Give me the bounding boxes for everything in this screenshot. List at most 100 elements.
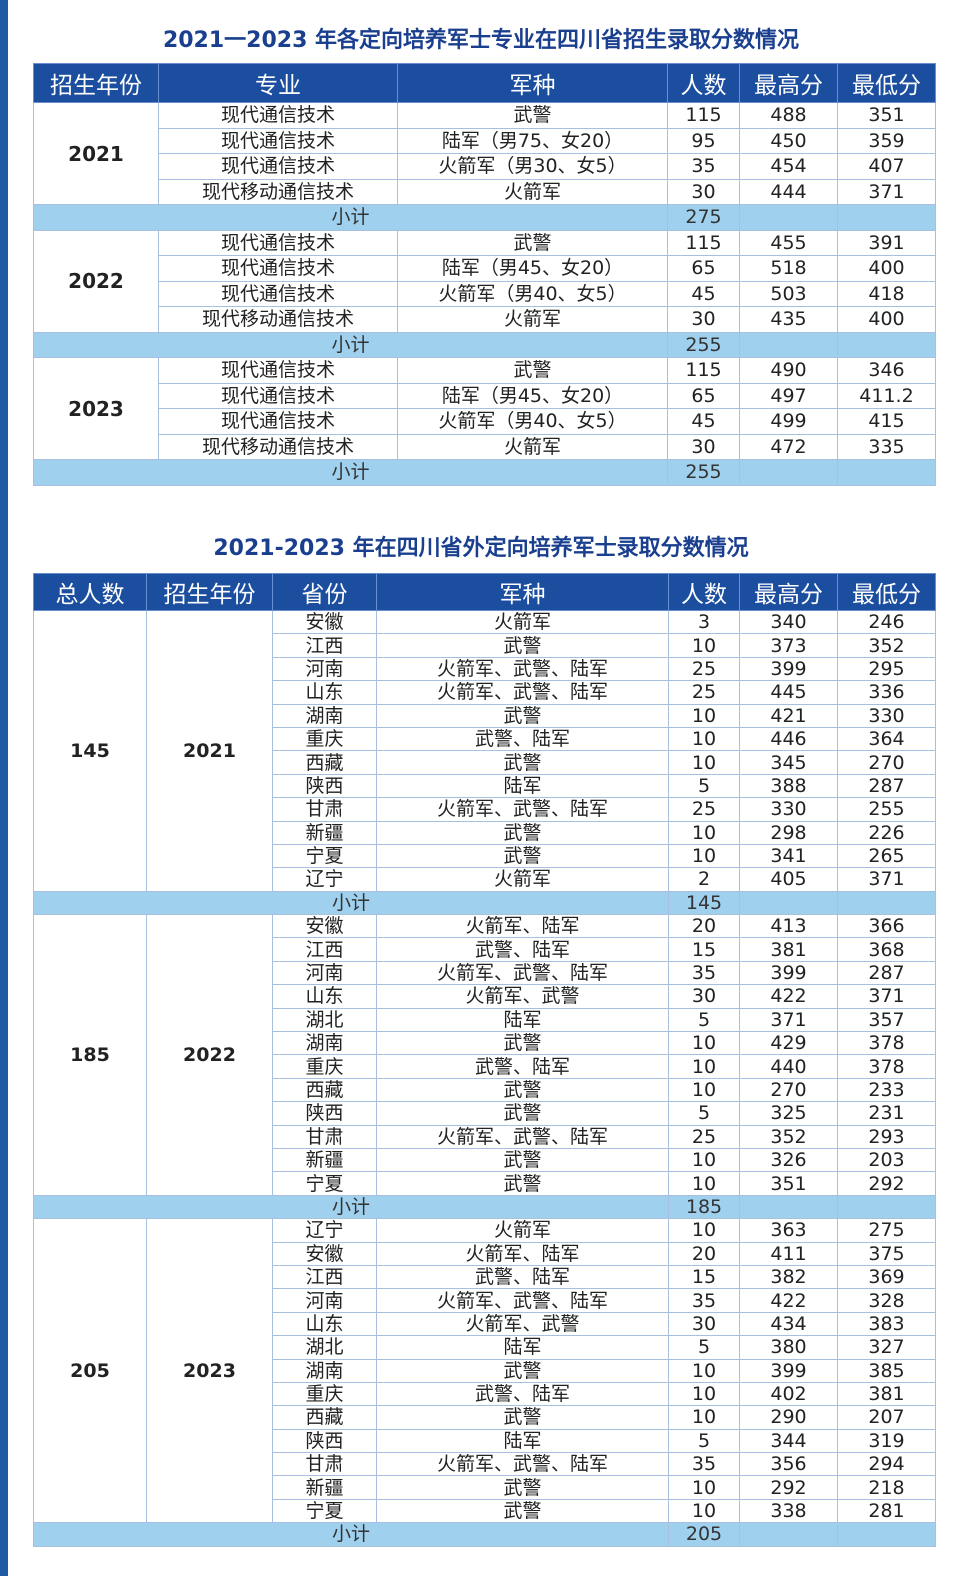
branch-cell: 陆军（男45、女20） xyxy=(397,255,668,282)
max-score-cell: 399 xyxy=(739,960,838,986)
table-row: 河南 火箭军、武警、陆军 25 399 295 xyxy=(34,656,936,682)
min-score-cell: 400 xyxy=(837,255,936,282)
major-cell: 现代移动通信技术 xyxy=(158,178,398,205)
min-score-cell: 295 xyxy=(837,656,936,682)
major-cell: 现代通信技术 xyxy=(158,127,398,154)
table2-title: 2021-2023 年在四川省外定向培养军士录取分数情况 xyxy=(213,536,749,561)
branch-cell: 武警 xyxy=(376,633,669,658)
branch-cell: 武警 xyxy=(376,750,669,775)
branch-cell: 武警 xyxy=(376,1101,669,1126)
table-row: 湖南 武警 10 421 330 xyxy=(34,703,936,728)
province-cell: 重庆 xyxy=(272,1054,377,1079)
table-row: 185 2022 安徽 火箭军、陆军 20 413 366 xyxy=(33,914,936,1196)
min-score-cell: 218 xyxy=(837,1475,936,1500)
min-score-cell: 369 xyxy=(837,1264,936,1290)
min-score-cell: 231 xyxy=(837,1101,936,1126)
min-score-cell: 366 xyxy=(837,914,936,939)
table-row: 安徽 火箭军、陆军 20 411 375 xyxy=(34,1241,936,1266)
max-score-cell: 380 xyxy=(739,1335,838,1360)
major-cell: 现代移动通信技术 xyxy=(158,433,398,460)
province-cell: 辽宁 xyxy=(272,867,377,892)
col-header-province: 省份 xyxy=(272,573,377,611)
count-cell: 5 xyxy=(668,1101,740,1126)
count-cell: 10 xyxy=(668,1077,740,1103)
empty-cell xyxy=(837,1194,936,1220)
min-score-cell: 275 xyxy=(837,1218,936,1243)
subtotal-label: 小计 xyxy=(33,1194,669,1220)
subtotal-row: 小计 255 xyxy=(33,331,936,358)
province-cell: 新疆 xyxy=(272,820,377,845)
branch-cell: 火箭军（男30、女5） xyxy=(397,153,668,180)
province-cell: 西藏 xyxy=(272,1077,377,1103)
count-cell: 10 xyxy=(668,820,740,845)
count-cell: 95 xyxy=(667,127,740,154)
max-score-cell: 325 xyxy=(739,1101,838,1126)
empty-cell xyxy=(739,459,838,486)
max-score-cell: 422 xyxy=(739,984,838,1009)
province-cell: 湖南 xyxy=(272,1358,377,1383)
count-cell: 25 xyxy=(668,797,740,822)
province-cell: 甘肃 xyxy=(272,1452,377,1477)
col-header-year: 招生年份 xyxy=(146,573,273,611)
table-row: 145 2021 安徽 火箭军 3 340 246 xyxy=(33,609,936,892)
min-score-cell: 270 xyxy=(837,750,936,775)
subtotal-row: 小计 255 xyxy=(33,459,936,486)
table-row: 江西 武警、陆军 15 382 369 xyxy=(34,1264,936,1290)
min-score-cell: 352 xyxy=(837,633,936,658)
count-cell: 30 xyxy=(668,984,740,1009)
min-score-cell: 381 xyxy=(837,1381,936,1407)
max-score-cell: 341 xyxy=(739,843,838,869)
branch-cell: 武警 xyxy=(376,1358,669,1383)
subtotal-value: 255 xyxy=(667,459,740,486)
subtotal-row: 小计 275 xyxy=(33,204,936,231)
major-cell: 现代移动通信技术 xyxy=(158,306,398,333)
min-score-cell: 351 xyxy=(837,102,936,129)
col-header-count: 人数 xyxy=(667,63,740,103)
branch-cell: 陆军（男75、女20） xyxy=(397,127,668,154)
province-cell: 陕西 xyxy=(272,1101,377,1126)
max-score-cell: 445 xyxy=(739,680,838,705)
count-cell: 10 xyxy=(668,1381,740,1407)
branch-cell: 武警 xyxy=(376,1405,669,1430)
col-header-max: 最高分 xyxy=(739,63,838,103)
subtotal-value: 185 xyxy=(668,1194,740,1220)
province-cell: 江西 xyxy=(272,633,377,658)
branch-cell: 火箭军（男40、女5） xyxy=(397,408,668,435)
table-row: 现代通信技术 陆军（男75、女20） 95 450 359 xyxy=(34,127,936,154)
empty-cell xyxy=(837,1522,936,1547)
subtotal-label: 小计 xyxy=(33,890,669,916)
count-cell: 45 xyxy=(667,280,740,307)
table-row: 陕西 武警 5 325 231 xyxy=(34,1101,936,1126)
table-row: 宁夏 武警 10 341 265 xyxy=(34,843,936,869)
col-header-branch: 军种 xyxy=(376,573,669,611)
table2-header-row: 总人数 招生年份 省份 军种 人数 最高分 最低分 xyxy=(33,573,936,611)
max-score-cell: 356 xyxy=(739,1452,838,1477)
min-score-cell: 385 xyxy=(837,1358,936,1383)
count-cell: 10 xyxy=(668,1171,740,1196)
count-cell: 5 xyxy=(668,1428,740,1454)
count-cell: 20 xyxy=(668,1241,740,1266)
table-row: 湖北 陆军 5 371 357 xyxy=(34,1007,936,1033)
empty-cell xyxy=(837,890,936,916)
min-score-cell: 378 xyxy=(837,1031,936,1056)
col-header-min: 最低分 xyxy=(837,573,936,611)
table-row: 西藏 武警 10 345 270 xyxy=(34,750,936,775)
table-row: 山东 火箭军、武警、陆军 25 445 336 xyxy=(34,680,936,705)
province-cell: 西藏 xyxy=(272,1405,377,1430)
branch-cell: 武警 xyxy=(376,1147,669,1173)
min-score-cell: 330 xyxy=(837,703,936,728)
sichuan-admission-table: 招生年份 专业 军种 人数 最高分 最低分 2021 现代通信技术 武警 115 488… xyxy=(33,63,936,486)
province-cell: 安徽 xyxy=(272,1241,377,1266)
table-row: 现代通信技术 陆军（男45、女20） 65 518 400 xyxy=(34,255,936,282)
min-score-cell: 226 xyxy=(837,820,936,845)
major-cell: 现代通信技术 xyxy=(158,357,398,384)
count-cell: 15 xyxy=(668,1264,740,1290)
count-cell: 35 xyxy=(667,153,740,180)
province-cell: 湖南 xyxy=(272,703,377,728)
max-score-cell: 421 xyxy=(739,703,838,728)
province-cell: 西藏 xyxy=(272,750,377,775)
branch-cell: 火箭军（男40、女5） xyxy=(397,280,668,307)
min-score-cell: 327 xyxy=(837,1335,936,1360)
province-cell: 湖北 xyxy=(272,1007,377,1033)
branch-cell: 陆军（男45、女20） xyxy=(397,382,668,409)
